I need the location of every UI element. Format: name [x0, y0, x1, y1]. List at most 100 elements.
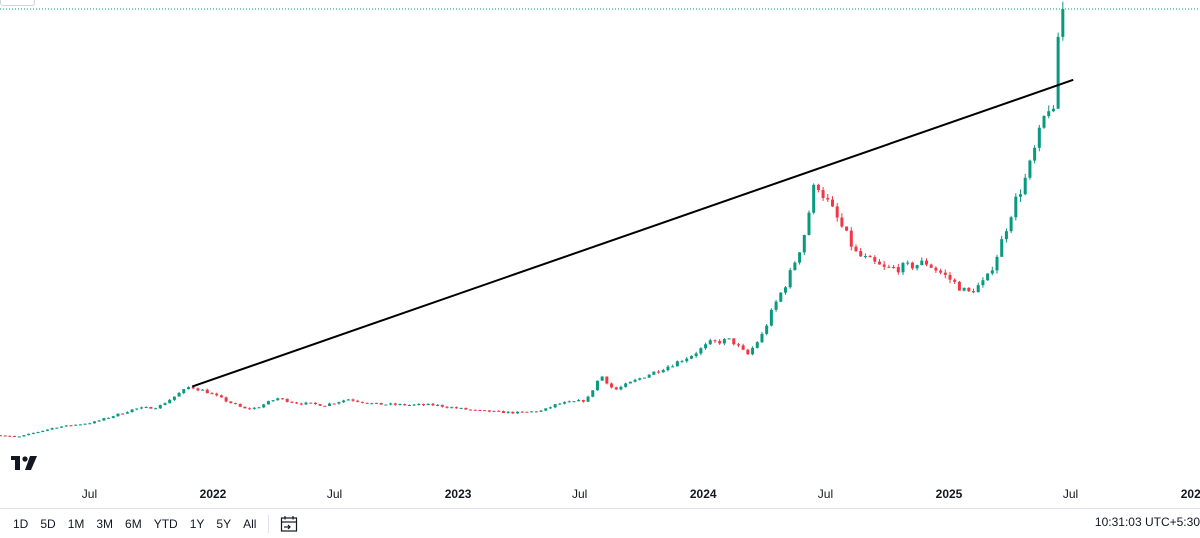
candle-93: [426, 403, 430, 406]
candle-145: [671, 364, 675, 368]
candle-112: [516, 411, 520, 414]
candle-217: [1009, 215, 1013, 234]
range-button-1y[interactable]: 1Y: [189, 516, 205, 531]
candle-33: [144, 406, 148, 408]
candle-80: [365, 402, 369, 404]
candle-5: [13, 435, 17, 437]
candle-142: [657, 370, 661, 374]
candle-82: [375, 402, 379, 404]
candle-68: [309, 402, 313, 404]
candle-143: [661, 368, 665, 373]
candle-79: [360, 401, 364, 404]
candle-130: [600, 376, 604, 381]
candle-40: [177, 391, 181, 397]
candle-20: [83, 423, 87, 425]
candle-2: [0, 434, 2, 437]
candle-76: [346, 398, 350, 401]
candle-144: [666, 365, 670, 372]
candle-154: [713, 339, 717, 343]
range-button-1d[interactable]: 1D: [13, 516, 29, 531]
candle-74: [337, 401, 341, 405]
candle-24: [102, 417, 106, 421]
range-button-6m[interactable]: 6M: [125, 516, 142, 531]
candle-222: [1033, 145, 1037, 164]
candle-152: [704, 342, 708, 350]
range-button-1m[interactable]: 1M: [67, 516, 85, 531]
candle-25: [107, 417, 111, 419]
candle-21: [88, 422, 92, 425]
candle-35: [154, 407, 158, 410]
range-button-5d[interactable]: 5D: [40, 516, 56, 531]
candle-51: [229, 401, 233, 404]
candle-199: [925, 258, 929, 267]
candle-113: [520, 411, 524, 413]
time-axis[interactable]: Jul 2022 Jul 2023 Jul 2024 Jul 2025 Jul 2026: [0, 480, 1200, 508]
candle-218: [1014, 193, 1018, 221]
candle-3: [3, 435, 7, 437]
top-toolbar-stub[interactable]: [0, 0, 35, 6]
candle-23: [97, 420, 101, 422]
candle-194: [901, 261, 905, 276]
candle-84: [384, 404, 388, 406]
candle-133: [614, 386, 618, 390]
tradingview-logo-icon: [11, 455, 41, 476]
candle-92: [422, 403, 426, 407]
candle-207: [962, 287, 966, 292]
candle-17: [69, 424, 73, 427]
candle-30: [130, 409, 134, 413]
candle-43: [191, 386, 195, 390]
range-button-all[interactable]: All: [243, 516, 257, 531]
candle-160: [741, 343, 745, 351]
candle-72: [328, 402, 332, 407]
trendline[interactable]: [191, 78, 1074, 388]
candle-185: [859, 248, 863, 258]
candle-120: [553, 404, 557, 409]
candle-151: [699, 347, 703, 356]
candle-16: [64, 425, 68, 427]
candle-208: [967, 287, 971, 292]
candle-53: [238, 403, 242, 408]
candle-212: [986, 273, 990, 281]
candle-106: [487, 410, 491, 413]
candle-94: [431, 402, 435, 407]
candle-97: [445, 405, 449, 409]
candle-202: [939, 268, 943, 275]
time-axis-labels: Jul 2022 Jul 2023 Jul 2024 Jul 2025 Jul 2026: [82, 487, 1200, 501]
candle-107: [492, 410, 496, 412]
chart-area[interactable]: [0, 0, 1200, 480]
candle-168: [779, 292, 783, 303]
range-button-5y[interactable]: 5Y: [216, 516, 232, 531]
candle-9: [31, 432, 35, 435]
candle-45: [201, 389, 205, 391]
candle-224: [1042, 115, 1046, 129]
candle-26: [111, 415, 115, 419]
clock-timezone[interactable]: 10:31:03 UTC+5:30: [1094, 515, 1200, 529]
candle-105: [483, 410, 487, 412]
calendar-goto-icon[interactable]: [278, 513, 300, 535]
candle-204: [948, 271, 952, 284]
candle-153: [708, 338, 712, 345]
candle-126: [581, 399, 585, 403]
candle-127: [586, 395, 590, 402]
range-button-3m[interactable]: 3M: [96, 516, 114, 531]
x-tick-label-2: Jul: [327, 487, 342, 501]
candle-10: [36, 431, 40, 434]
x-tick-label-9: 2026: [1181, 487, 1200, 501]
candle-173: [802, 234, 806, 256]
candle-156: [722, 338, 726, 346]
candle-164: [760, 332, 764, 343]
candle-147: [680, 359, 684, 363]
candle-48: [215, 392, 219, 397]
candle-125: [577, 399, 581, 402]
candle-175: [812, 183, 816, 215]
candle-50: [224, 396, 228, 403]
candle-47: [210, 392, 214, 395]
candle-54: [243, 406, 247, 409]
candle-19: [78, 424, 82, 426]
candle-115: [530, 411, 534, 413]
range-button-ytd[interactable]: YTD: [153, 516, 178, 531]
price-chart[interactable]: [0, 0, 1200, 480]
candle-31: [135, 408, 139, 411]
candle-7: [22, 435, 26, 437]
candle-60: [271, 400, 275, 402]
